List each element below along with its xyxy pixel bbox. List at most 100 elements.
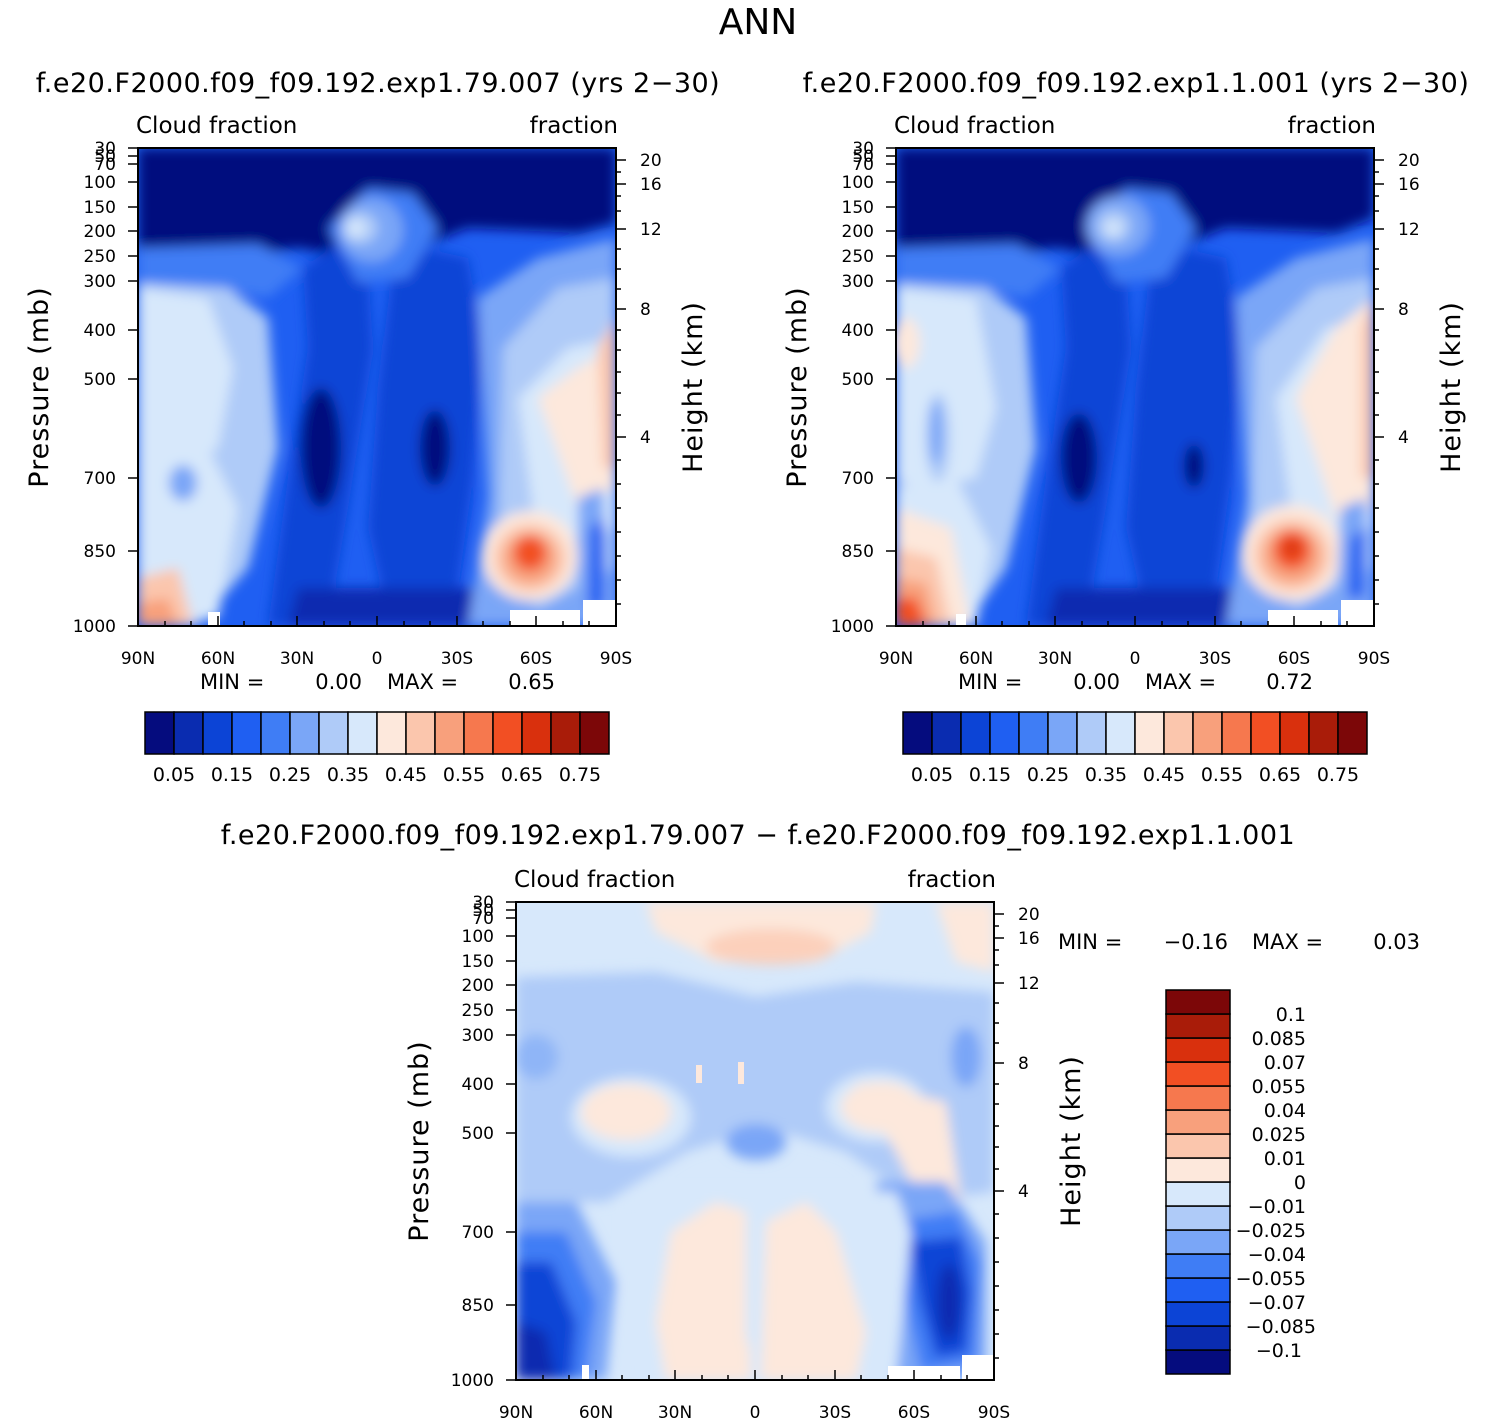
y2-tick-4: 4: [640, 428, 651, 448]
x-tick-30s: 30S: [441, 649, 473, 669]
panel2-left-title: Cloud fraction: [894, 113, 1055, 139]
panel2-right-title: fraction: [1288, 113, 1376, 139]
colorbar-swatch: [1165, 989, 1231, 1015]
y-tick-50: 50: [94, 147, 116, 167]
panel1-min-value: 0.00: [315, 670, 362, 694]
panel2-colorbar: [902, 711, 1368, 755]
cb2-label-3: 0.25: [1027, 764, 1069, 786]
cb1-label-7: 0.65: [501, 764, 543, 786]
cb1-label-3: 0.25: [269, 764, 311, 786]
colorbar-swatch: [1165, 1157, 1231, 1183]
panel1-x-axis: 90N 60N 30N 0 30S 60S 90S: [121, 616, 632, 669]
y-tick-50: 50: [852, 147, 874, 167]
colorbar-swatch: [289, 711, 320, 755]
cb3-label-3: 0.07: [1264, 1052, 1306, 1074]
cb3-label-11: −0.04: [1248, 1244, 1306, 1266]
panel2-max-label: MAX =: [1145, 670, 1216, 694]
panel3-contour-field: [516, 902, 994, 1380]
colorbar-swatch: [902, 711, 933, 755]
y-tick-1000: 1000: [73, 617, 116, 637]
y-tick-200: 200: [84, 222, 116, 242]
y-tick-850: 850: [842, 542, 874, 562]
panel3-y2-label: Height (km): [1056, 1055, 1087, 1227]
cb3-label-13: −0.07: [1248, 1292, 1306, 1314]
y2-tick-12: 12: [1398, 220, 1420, 240]
colorbar-swatch: [521, 711, 552, 755]
cb3-label-15: −0.1: [1256, 1340, 1302, 1362]
colorbar-swatch: [579, 711, 610, 755]
cb2-label-6: 0.55: [1201, 764, 1243, 786]
cb3-label-10: −0.025: [1236, 1220, 1306, 1242]
colorbar-swatch: [1165, 1205, 1231, 1231]
y-tick-700: 700: [462, 1223, 494, 1243]
colorbar-swatch: [550, 711, 581, 755]
y-tick-300: 300: [462, 1026, 494, 1046]
panel2-colorbar-labels: 0.05 0.15 0.25 0.35 0.45 0.55 0.65 0.75: [911, 764, 1359, 786]
colorbar-swatch: [1076, 711, 1107, 755]
colorbar-swatch: [1250, 711, 1281, 755]
y-tick-200: 200: [842, 222, 874, 242]
x-tick-60n: 60N: [959, 649, 993, 669]
panel2-contour-field: [896, 148, 1374, 626]
cb3-label-12: −0.055: [1236, 1268, 1306, 1290]
panel2-min-value: 0.00: [1073, 670, 1120, 694]
panel3-min-label: MIN =: [1058, 930, 1122, 954]
panel1-left-title: Cloud fraction: [136, 113, 297, 139]
colorbar-swatch: [960, 711, 991, 755]
panel3-max-value: 0.03: [1373, 930, 1420, 954]
panel2-x-axis: 90N 60N 30N 0 30S 60S 90S: [879, 616, 1390, 669]
colorbar-swatch: [463, 711, 494, 755]
colorbar-swatch: [1165, 1061, 1231, 1087]
y-tick-100: 100: [84, 173, 116, 193]
panel2-max-value: 0.72: [1266, 670, 1313, 694]
y-tick-70: 70: [852, 155, 874, 175]
colorbar-swatch: [202, 711, 233, 755]
colorbar-swatch: [1308, 711, 1339, 755]
panel3-min-value: −0.16: [1164, 930, 1228, 954]
colorbar-swatch: [1165, 1037, 1231, 1063]
y2-tick-12: 12: [640, 220, 662, 240]
y-tick-150: 150: [462, 952, 494, 972]
y-tick-500: 500: [84, 370, 116, 390]
colorbar-swatch: [1165, 1085, 1231, 1111]
x-tick-30n: 30N: [1038, 649, 1072, 669]
x-tick-0: 0: [1130, 649, 1141, 669]
colorbar-swatch: [1165, 1325, 1231, 1351]
colorbar-swatch: [376, 711, 407, 755]
colorbar-swatch: [1165, 1013, 1231, 1039]
y-tick-500: 500: [842, 370, 874, 390]
colorbar-swatch: [1105, 711, 1136, 755]
panel1-y2-label: Height (km): [678, 301, 709, 473]
panel-3: Cloud fraction fraction: [404, 867, 1420, 1423]
colorbar-swatch: [1165, 1229, 1231, 1255]
y2-tick-8: 8: [1018, 1054, 1029, 1074]
y-tick-200: 200: [462, 976, 494, 996]
x-tick-60s: 60S: [520, 649, 552, 669]
y-tick-250: 250: [462, 1001, 494, 1021]
y-tick-850: 850: [462, 1296, 494, 1316]
panel3-stats: MIN = −0.16 MAX = 0.03: [1058, 930, 1420, 954]
panel3-y-axis: Pressure (mb) 30 50 70 100 150 200 250 3…: [404, 893, 516, 1391]
colorbar-swatch: [1279, 711, 1310, 755]
figure-title: ANN: [719, 2, 798, 43]
y2-tick-16: 16: [1018, 929, 1040, 949]
panel-1: Cloud fraction fraction: [24, 113, 709, 786]
diff-colorbar: [1165, 989, 1231, 1375]
panel2-stats: MIN = 0.00 MAX = 0.72: [958, 670, 1313, 694]
cb3-label-2: 0.085: [1252, 1028, 1306, 1050]
y-tick-700: 700: [842, 469, 874, 489]
y-tick-70: 70: [94, 155, 116, 175]
panel3-y2-axis: 20 16 12 8 4 Height (km): [994, 905, 1087, 1359]
panel2-y-label: Pressure (mb): [782, 286, 813, 487]
panel1-min-label: MIN =: [200, 670, 264, 694]
y-tick-100: 100: [842, 173, 874, 193]
panel1-right-title: fraction: [530, 113, 618, 139]
y2-tick-8: 8: [640, 300, 651, 320]
x-tick-60s: 60S: [898, 1403, 930, 1423]
colorbar-swatch: [1018, 711, 1049, 755]
cb2-label-8: 0.75: [1317, 764, 1359, 786]
y-tick-150: 150: [84, 198, 116, 218]
y2-tick-4: 4: [1398, 428, 1409, 448]
panel2-y2-label: Height (km): [1436, 301, 1467, 473]
